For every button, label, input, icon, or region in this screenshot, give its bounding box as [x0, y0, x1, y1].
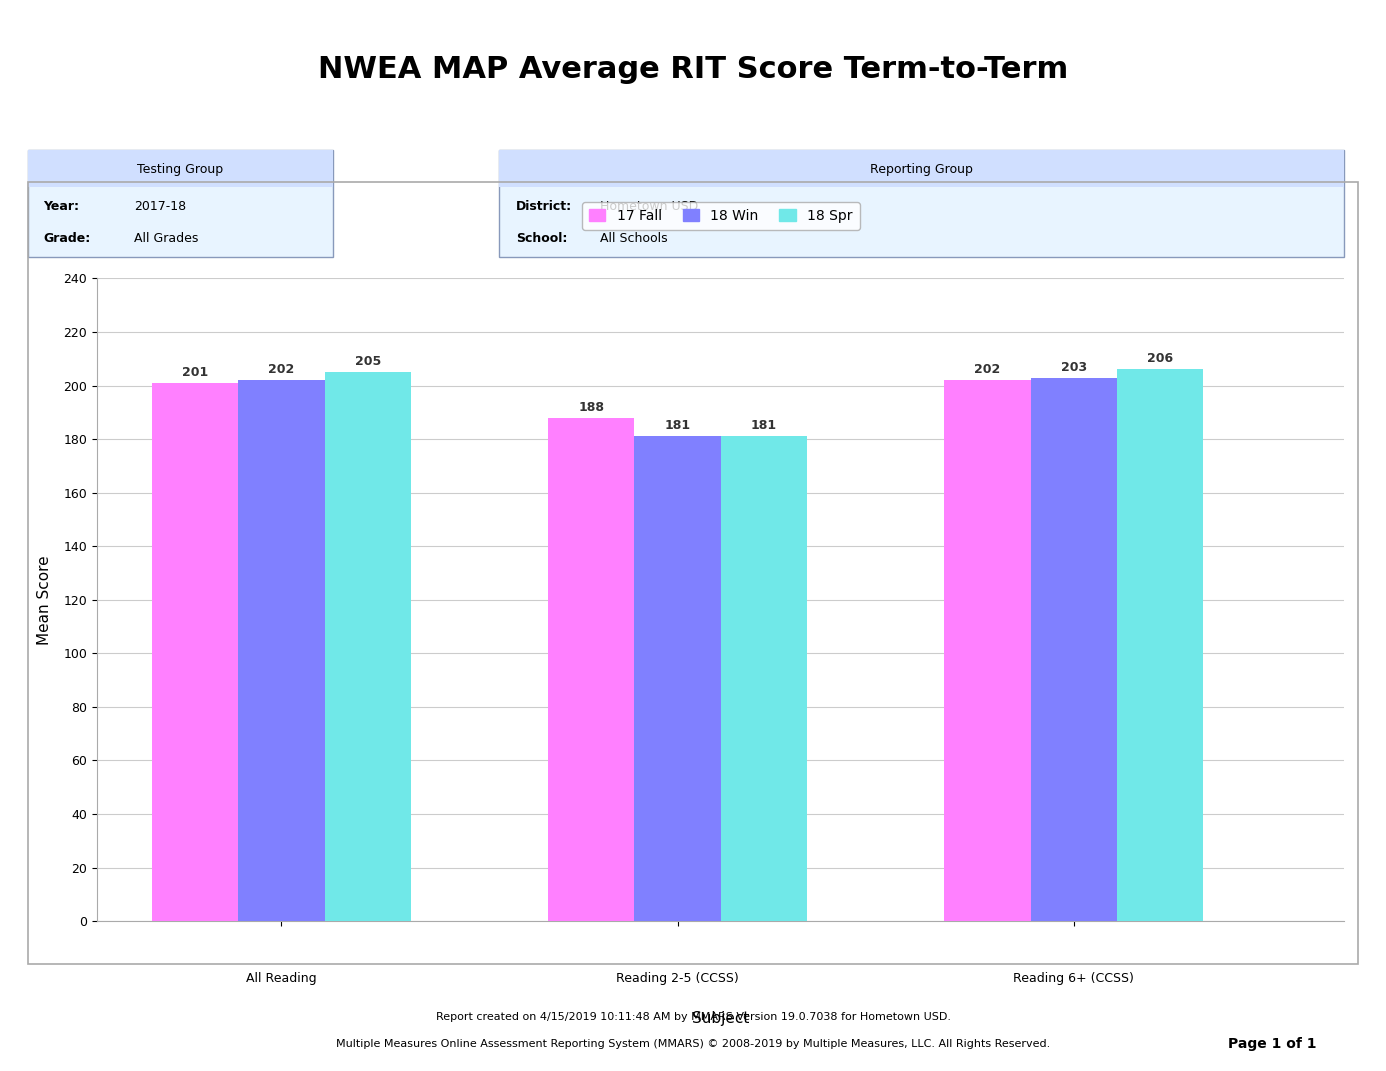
Text: School:: School: — [516, 232, 567, 245]
Bar — [1031, 378, 1117, 921]
FancyBboxPatch shape — [28, 150, 333, 187]
FancyBboxPatch shape — [28, 150, 333, 257]
Text: All Schools: All Schools — [600, 232, 668, 245]
Y-axis label: Mean Score: Mean Score — [37, 555, 53, 645]
Text: Reporting Group: Reporting Group — [870, 163, 973, 176]
Text: 201: 201 — [182, 366, 208, 379]
Bar — [944, 380, 1031, 921]
Text: 181: 181 — [664, 420, 690, 433]
Text: 188: 188 — [578, 401, 604, 413]
Bar — [238, 380, 324, 921]
Text: Page 1 of 1: Page 1 of 1 — [1228, 1037, 1317, 1052]
Text: m: m — [65, 80, 86, 99]
Bar — [152, 382, 238, 921]
Bar — [1117, 369, 1203, 921]
Text: 206: 206 — [1148, 352, 1173, 365]
Text: Grade:: Grade: — [43, 232, 90, 245]
Bar — [721, 437, 807, 921]
Bar — [635, 437, 721, 921]
Bar — [547, 418, 635, 921]
FancyBboxPatch shape — [499, 150, 1344, 187]
Text: Hometown USD: Hometown USD — [600, 200, 699, 213]
FancyBboxPatch shape — [499, 150, 1344, 257]
Text: District:: District: — [516, 200, 572, 213]
Text: 2017-18: 2017-18 — [134, 200, 187, 213]
Text: 202: 202 — [974, 363, 1001, 376]
Text: 203: 203 — [1060, 361, 1087, 374]
Text: Multiple Measures Online Assessment Reporting System (MMARS) © 2008-2019 by Mult: Multiple Measures Online Assessment Repo… — [335, 1039, 1051, 1050]
Legend: 17 Fall, 18 Win, 18 Spr: 17 Fall, 18 Win, 18 Spr — [582, 201, 859, 230]
Text: Reading 2-5 (CCSS): Reading 2-5 (CCSS) — [617, 972, 739, 985]
Text: Subject: Subject — [692, 1011, 750, 1026]
Bar — [324, 373, 410, 921]
Text: Testing Group: Testing Group — [137, 163, 223, 176]
Text: 202: 202 — [269, 363, 294, 376]
Text: 181: 181 — [751, 420, 778, 433]
Text: Year:: Year: — [43, 200, 79, 213]
Text: ultiple Measures: ultiple Measures — [64, 62, 129, 69]
Text: Reading 6+ (CCSS): Reading 6+ (CCSS) — [1013, 972, 1134, 985]
Text: All Grades: All Grades — [134, 232, 198, 245]
Text: NWEA MAP Average RIT Score Term-to-Term: NWEA MAP Average RIT Score Term-to-Term — [317, 55, 1069, 85]
Text: Report created on 4/15/2019 10:11:48 AM by MMARS Version 19.0.7038 for Hometown : Report created on 4/15/2019 10:11:48 AM … — [435, 1012, 951, 1023]
Text: 205: 205 — [355, 356, 381, 368]
Text: All Reading: All Reading — [247, 972, 316, 985]
